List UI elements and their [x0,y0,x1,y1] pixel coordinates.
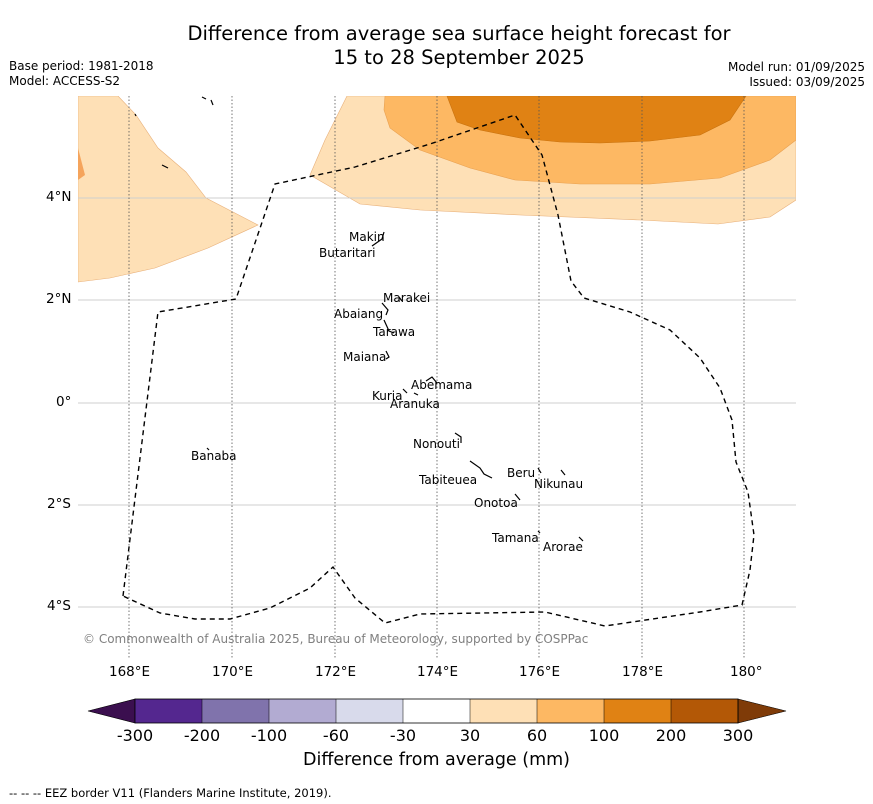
place-label-arorae: Arorae [543,540,583,554]
colorbar-tick: -60 [322,726,350,745]
anomaly-region-100-200 [446,96,747,144]
lon-label-174e: 174°E [417,664,459,680]
run-info: Model run: 01/09/2025 Issued: 03/09/2025 [728,60,865,90]
place-label-marakei: Marakei [383,291,431,305]
colorbar-bin-4 [336,699,403,723]
colorbar-tick: -100 [250,726,288,745]
colorbar-bin-3 [269,699,336,723]
colorbar-tick: 200 [655,726,687,745]
colorbar-tick: 100 [588,726,620,745]
lat-label-4s: 4°S [47,598,71,614]
colorbar-tick: -200 [183,726,221,745]
colorbar-extend-high [737,698,787,724]
colorbar-label: Difference from average (mm) [302,750,571,770]
colorbar-bin-6 [470,699,537,723]
place-label-kuria: Kuria [372,389,403,403]
title-line-1: Difference from average sea surface heig… [187,22,731,45]
base-period-text: Base period: 1981-2018 [9,59,154,73]
colorbar-bin-7 [537,699,604,723]
map-title: Difference from average sea surface heig… [0,22,873,70]
colorbar-tick: -30 [389,726,417,745]
copyright-notice: © Commonwealth of Australia 2025, Bureau… [83,632,589,646]
model-text: Model: ACCESS-S2 [9,74,121,88]
colorbar-extend-low [87,698,136,724]
lon-label-176e: 176°E [519,664,561,680]
colorbar-bin-5 [403,699,470,723]
anomaly-region-west-edge [78,148,85,180]
lon-label-170e: 170°E [212,664,254,680]
lon-label-172e: 172°E [315,664,357,680]
place-label-butaritari: Butaritari [319,246,376,260]
place-label-tabiteuea: Tabiteuea [419,473,478,487]
colorbar-tick: 300 [722,726,754,745]
place-label-maiana: Maiana [343,350,387,364]
place-label-tarawa: Tarawa [373,325,416,339]
place-label-makin: Makin [349,230,385,244]
place-label-nonouti: Nonouti [413,437,460,451]
lon-gridlines [128,96,745,659]
colorbar-tick: -300 [116,726,154,745]
lon-label-180: 180° [730,664,763,680]
colorbar-bin-8 [604,699,671,723]
colorbar-bin-9 [671,699,738,723]
place-label-nikunau: Nikunau [534,477,584,491]
lat-label-2n: 2°N [46,291,72,307]
place-label-banaba: Banaba [191,449,237,463]
anomaly-shading [78,96,796,283]
place-label-onotoa: Onotoa [474,496,518,510]
model-info: Base period: 1981-2018 Model: ACCESS-S2 [9,59,154,89]
colorbar-tick: 60 [526,726,548,745]
lat-label-4n: 4°N [46,189,72,205]
place-label-aranuka: Aranuka [390,397,440,411]
colorbar [87,698,787,724]
place-label-abemama: Abemama [411,378,473,392]
lon-label-178e: 178°E [622,664,664,680]
issued-text: Issued: 03/09/2025 [749,75,865,89]
model-run-text: Model run: 01/09/2025 [727,60,865,74]
lon-label-168e: 168°E [109,664,151,680]
colorbar-bin-1 [135,699,202,723]
island-outlines [134,96,584,542]
lat-label-2s: 2°S [47,496,71,512]
colorbar-tick: 30 [459,726,481,745]
title-line-2: 15 to 28 September 2025 [333,46,585,69]
lat-label-0: 0° [56,394,72,410]
colorbar-bin-2 [202,699,269,723]
eez-legend-note: -- -- -- EEZ border V11 (Flanders Marine… [9,786,332,800]
place-label-tamana: Tamana [492,531,539,545]
eez-border [122,114,755,627]
anomaly-region-west [78,96,259,283]
place-label-abaiang: Abaiang [334,307,384,321]
place-label-beru: Beru [507,466,536,480]
